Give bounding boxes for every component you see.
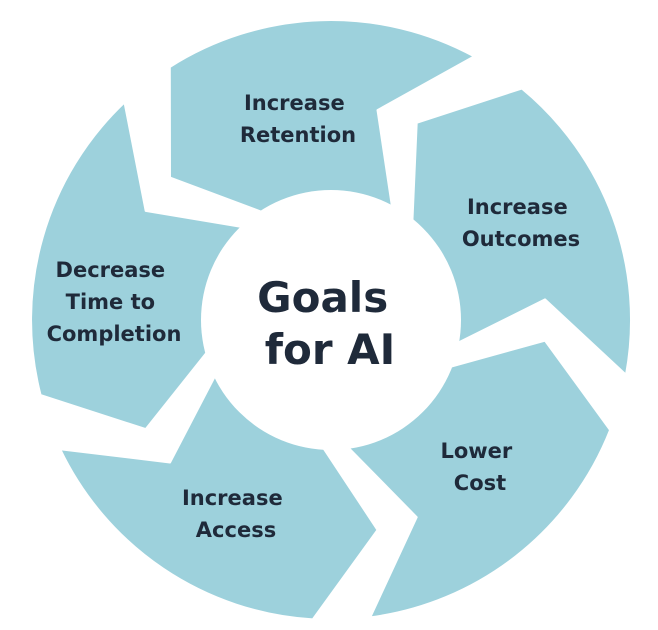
label-line: Time to: [66, 290, 155, 314]
center-circle: [201, 190, 461, 450]
label-line: Cost: [454, 471, 506, 495]
label-increase-retention: Increase Retention: [240, 91, 356, 147]
label-line: Increase: [467, 195, 568, 219]
label-line: Lower: [440, 439, 512, 463]
center-title: Goals for AI: [257, 273, 403, 374]
label-line: Retention: [240, 123, 356, 147]
center-title-line-1: Goals: [257, 273, 388, 322]
label-line: Completion: [47, 322, 182, 346]
label-decrease-time-to-completion: Decrease Time to Completion: [47, 258, 182, 346]
label-line: Decrease: [56, 258, 166, 282]
label-increase-outcomes: Increase Outcomes: [462, 195, 580, 251]
label-increase-access: Increase Access: [182, 486, 290, 542]
label-line: Increase: [182, 486, 283, 510]
center-title-line-2: for AI: [265, 325, 396, 374]
label-line: Access: [196, 518, 276, 542]
label-line: Outcomes: [462, 227, 580, 251]
label-line: Increase: [244, 91, 345, 115]
label-lower-cost: Lower Cost: [440, 439, 519, 495]
cycle-ring: [30, 19, 633, 621]
